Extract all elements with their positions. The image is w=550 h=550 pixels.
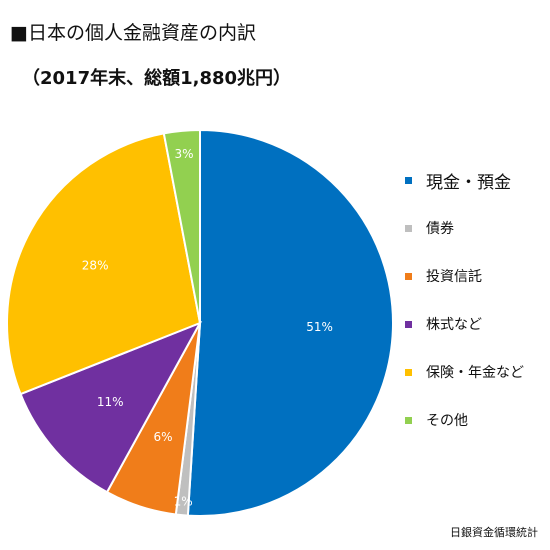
slice-value-label: 51%: [306, 320, 333, 334]
pie-slice-0: [186, 128, 394, 517]
legend-item: 現金・預金: [405, 170, 524, 193]
legend-item: 保険・年金など: [405, 362, 524, 382]
legend-item: 投資信託: [405, 266, 524, 286]
chart-subtitle: （2017年末、総額1,880兆円）: [22, 68, 292, 89]
slice-value-label: 3%: [174, 147, 193, 161]
legend-label: 現金・預金: [426, 172, 511, 193]
legend-swatch: [405, 416, 412, 424]
pie-slices: [6, 128, 394, 517]
legend-swatch: [405, 176, 412, 184]
slice-value-label: 6%: [153, 430, 172, 444]
legend-item: 株式など: [405, 314, 524, 334]
legend-swatch: [405, 320, 412, 328]
legend-swatch: [405, 272, 412, 280]
slice-value-label: 11%: [97, 395, 124, 409]
legend: 現金・預金債券投資信託株式など保険・年金など その他: [405, 170, 524, 458]
legend-label: その他: [426, 413, 468, 429]
pie-slice-labels: 51% 1% 6% 11% 28% 3%: [82, 147, 333, 509]
pie-slice-4: [6, 132, 202, 396]
legend-item: 債券: [405, 218, 524, 238]
chart-title: ■日本の個人金融資産の内訳: [10, 22, 256, 44]
slice-value-label: 28%: [82, 258, 109, 272]
legend-label: 株式など: [426, 317, 482, 333]
legend-label: 債券: [426, 221, 454, 237]
slice-value-label: 1%: [174, 495, 193, 509]
pie-slice-5: [162, 128, 201, 324]
pie-slice-3: [19, 321, 203, 494]
legend-swatch: [405, 224, 412, 232]
legend-item: その他: [405, 410, 524, 430]
source-note: 日銀資金循環統計: [450, 526, 538, 539]
legend-swatch: [405, 368, 412, 376]
legend-label: 投資信託: [426, 269, 482, 285]
legend-label: 保険・年金など: [426, 365, 524, 381]
